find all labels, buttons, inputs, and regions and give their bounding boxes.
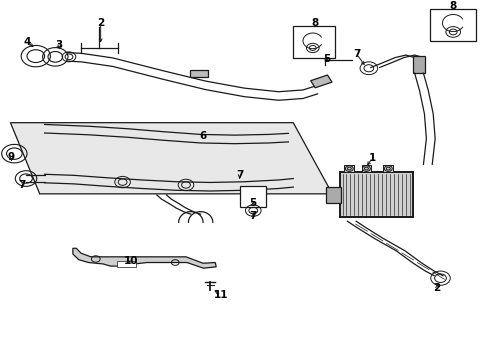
Bar bbox=[429, 9, 475, 41]
Bar bbox=[339, 172, 412, 217]
Text: 7: 7 bbox=[352, 49, 360, 59]
Polygon shape bbox=[10, 123, 331, 194]
Bar bbox=[239, 186, 266, 207]
Bar bbox=[325, 188, 340, 203]
Text: 2: 2 bbox=[97, 18, 104, 28]
Polygon shape bbox=[73, 248, 216, 268]
Bar bbox=[412, 56, 424, 73]
Text: 9: 9 bbox=[8, 152, 15, 162]
Text: 7: 7 bbox=[235, 170, 243, 180]
Text: 6: 6 bbox=[199, 131, 206, 141]
Text: 10: 10 bbox=[124, 256, 138, 266]
Bar bbox=[117, 261, 136, 267]
Bar bbox=[344, 165, 353, 172]
Bar bbox=[310, 75, 331, 88]
Text: 1: 1 bbox=[368, 153, 375, 163]
Bar bbox=[189, 70, 208, 77]
Text: 5: 5 bbox=[249, 198, 256, 208]
Text: 8: 8 bbox=[311, 18, 318, 28]
Text: 3: 3 bbox=[56, 40, 62, 50]
Text: 5: 5 bbox=[322, 54, 329, 64]
Text: 7: 7 bbox=[249, 211, 256, 221]
Text: 7: 7 bbox=[18, 180, 25, 190]
Text: 4: 4 bbox=[24, 37, 31, 47]
Text: 8: 8 bbox=[448, 1, 456, 11]
Text: 11: 11 bbox=[213, 289, 228, 300]
Bar bbox=[361, 165, 370, 172]
Text: 2: 2 bbox=[432, 283, 440, 293]
Bar bbox=[383, 165, 392, 172]
Bar bbox=[293, 26, 334, 58]
